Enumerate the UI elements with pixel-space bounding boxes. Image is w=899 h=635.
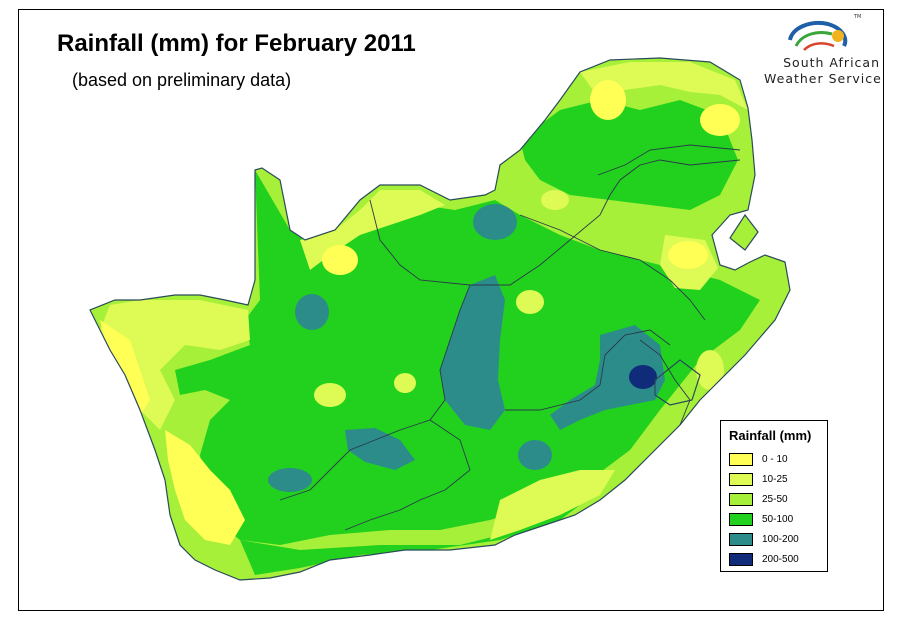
legend-swatch — [729, 473, 753, 486]
zone-0-10-east — [668, 241, 708, 269]
legend-swatch — [729, 553, 753, 566]
legend-swatch — [729, 493, 753, 506]
legend: Rainfall (mm) 0 - 10 10-25 25-50 50-100 … — [720, 420, 828, 572]
legend-title: Rainfall (mm) — [729, 428, 812, 443]
zone-10-25-spot-b — [394, 373, 416, 393]
zone-0-10-northwest-coast — [100, 320, 150, 415]
logo-swoosh-green — [794, 31, 833, 47]
zone-0-10-north-b — [700, 104, 740, 136]
province-boundaries — [279, 144, 741, 531]
zone-10-25-northeast — [580, 62, 748, 110]
legend-label: 0 - 10 — [762, 454, 788, 465]
rainfall-zones — [100, 62, 760, 575]
zone-0-10-upper-west — [322, 245, 358, 275]
zone-100-200-east — [550, 325, 665, 430]
zone-10-25-south — [490, 470, 615, 540]
legend-swatch — [729, 453, 753, 466]
legend-label: 25-50 — [762, 494, 788, 505]
zone-10-25-spot-d — [541, 190, 569, 210]
zone-10-25-spot-a — [314, 383, 346, 407]
zone-50-100-south-coast — [240, 490, 600, 575]
zone-10-25-spot-c — [516, 290, 544, 314]
logo-swoosh-red — [803, 42, 835, 51]
map-subtitle: (based on preliminary data) — [72, 70, 292, 90]
zone-100-200-north — [473, 204, 517, 240]
legend-label: 100-200 — [762, 534, 799, 545]
zone-100-200-south-west — [268, 468, 312, 492]
legend-swatch — [729, 533, 753, 546]
logo-line-2: Weather Service — [764, 71, 882, 86]
zone-10-25-spot-e — [696, 350, 724, 390]
logo-text: South African Weather Service — [764, 55, 882, 87]
legend-swatch — [729, 513, 753, 526]
logo-line-1: South African — [783, 55, 880, 70]
legend-label: 200-500 — [762, 554, 799, 565]
legend-label: 50-100 — [762, 514, 794, 525]
legend-label: 10-25 — [762, 474, 788, 485]
zone-100-200-west — [295, 294, 329, 330]
map-title: Rainfall (mm) for February 2011 — [57, 30, 416, 57]
zone-100-200-central — [440, 275, 505, 430]
logo-sun — [832, 30, 844, 42]
saws-logo: TM — [788, 14, 861, 51]
zone-100-200-south-east — [518, 440, 552, 470]
logo-trademark: TM — [853, 14, 861, 20]
zone-0-10-west-coast — [165, 430, 245, 545]
logo-swoosh-blue — [788, 21, 848, 47]
zone-0-10-north-a — [590, 80, 626, 120]
zone-100-200-south-central — [345, 428, 415, 470]
zone-50-100-north — [520, 100, 738, 210]
zone-200-500-east — [629, 365, 657, 389]
